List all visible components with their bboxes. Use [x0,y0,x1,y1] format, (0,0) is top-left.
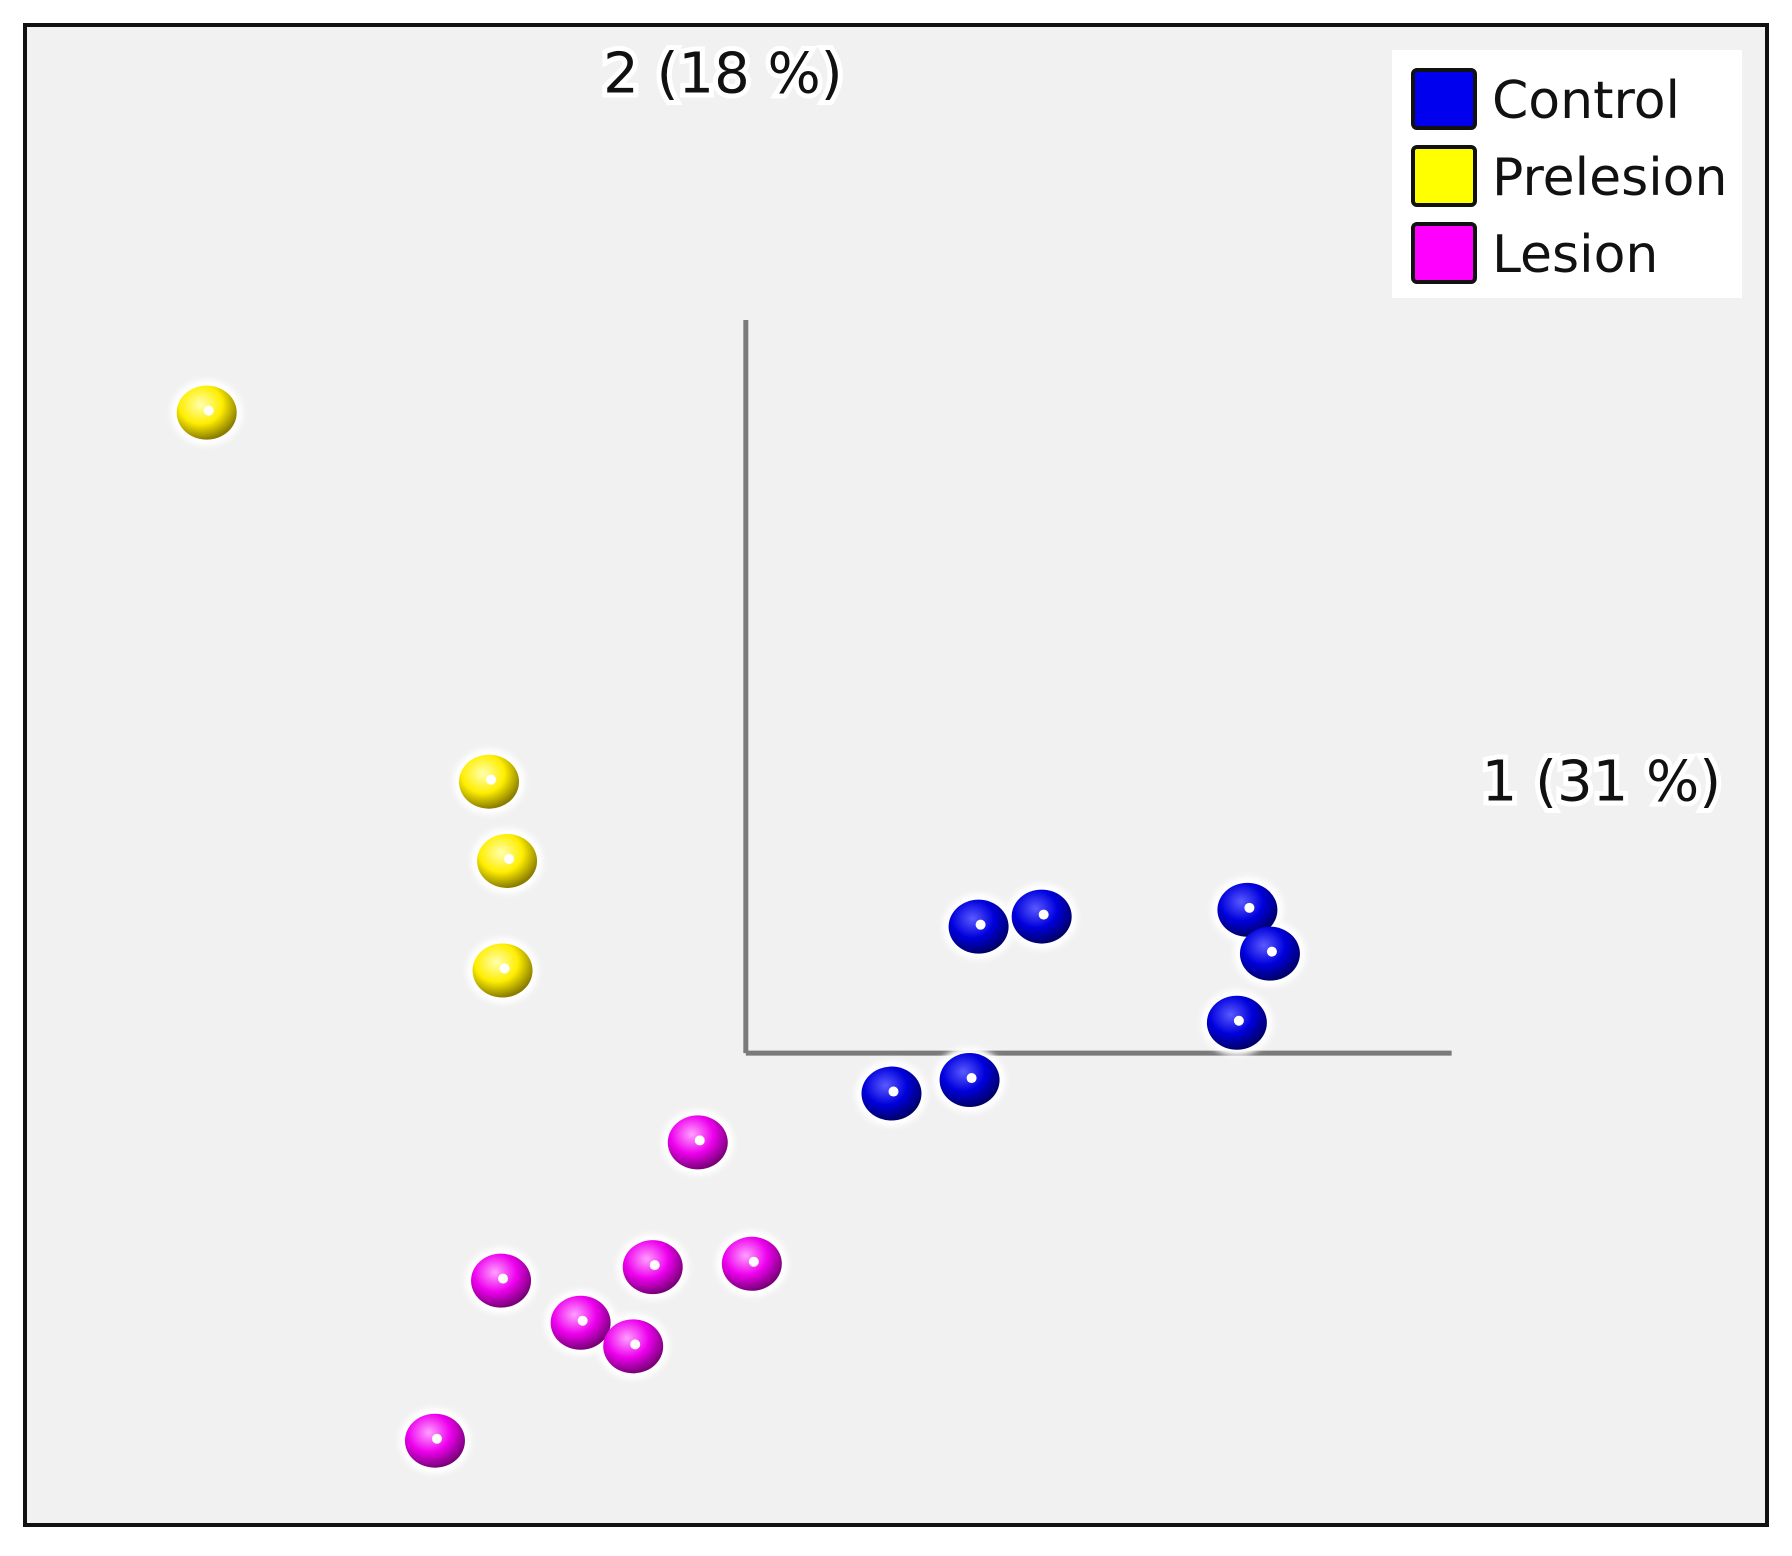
points-layer [176,385,1300,1468]
point-highlight-control-0 [975,919,986,930]
point-highlight-prelesion-0 [203,405,214,416]
point-highlight-lesion-5 [630,1339,641,1350]
legend-swatch-lesion [1411,222,1477,284]
point-highlight-control-3 [1244,902,1255,913]
x-axis-label: 1 (31 %) [1482,749,1721,814]
legend-items: Control Prelesion Lesion [1411,68,1727,285]
point-highlight-lesion-1 [498,1273,509,1284]
y-axis-label: 2 (18 %) [603,41,842,106]
point-highlight-prelesion-3 [499,963,510,974]
legend: Control Prelesion Lesion [1392,50,1742,298]
point-highlight-control-6 [966,1073,977,1084]
point-highlight-control-2 [1233,1015,1244,1026]
point-highlight-prelesion-2 [504,853,515,864]
legend-label-lesion: Lesion [1492,225,1658,285]
legend-swatch-control [1411,68,1477,130]
point-highlight-lesion-0 [694,1135,705,1146]
point-highlight-lesion-3 [649,1260,660,1271]
legend-label-prelesion: Prelesion [1492,148,1727,208]
point-highlight-prelesion-1 [486,774,497,785]
point-highlight-lesion-2 [577,1315,588,1326]
legend-swatch-prelesion [1411,145,1477,207]
point-highlight-lesion-6 [431,1433,442,1444]
point-highlight-control-1 [1038,909,1049,920]
legend-label-control: Control [1492,71,1680,131]
point-highlight-control-5 [888,1086,899,1097]
point-highlight-lesion-4 [748,1256,759,1267]
point-highlight-control-4 [1266,946,1277,957]
